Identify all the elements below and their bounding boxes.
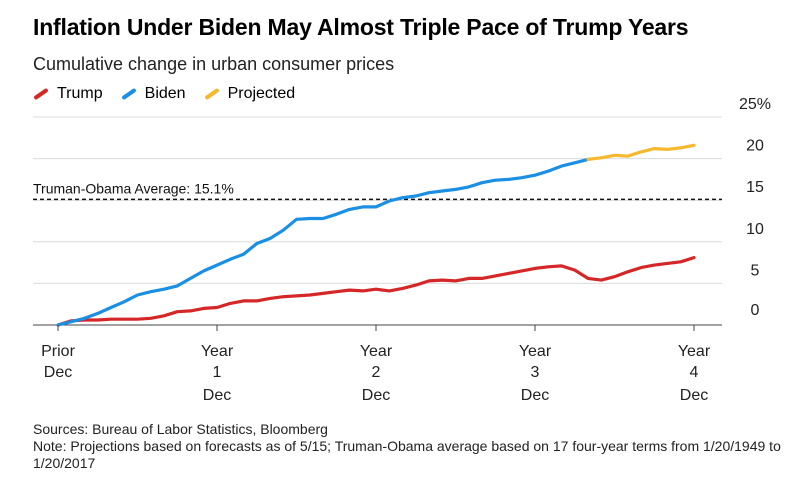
legend-item-projected: Projected (203, 85, 296, 103)
legend-item-trump: Trump (33, 85, 103, 103)
y-tick-label: 5 (751, 262, 760, 279)
legend-label-biden: Biden (144, 85, 186, 102)
series-group (56, 143, 696, 327)
y-tick-label: 10 (746, 221, 764, 238)
x-tick-label: 4 (690, 364, 699, 381)
legend-label-projected: Projected (227, 85, 296, 102)
x-tick-label: Prior (41, 343, 75, 360)
chart-subtitle: Cumulative change in urban consumer pric… (33, 54, 395, 74)
note-text: Note: Projections based on forecasts as … (33, 438, 781, 471)
legend-label-trump: Trump (57, 85, 103, 102)
legend: Trump Biden Projected (33, 85, 313, 103)
grid (33, 116, 722, 326)
legend-item-biden: Biden (120, 85, 186, 103)
x-tick-label: Year (201, 343, 234, 360)
x-tick-label: 3 (531, 364, 540, 381)
y-tick-label: 20 (746, 138, 764, 155)
series-line-projected (586, 143, 696, 161)
x-tick-label: Dec (203, 387, 231, 404)
x-tick-label: Dec (362, 387, 390, 404)
chart-title: Inflation Under Biden May Almost Triple … (33, 14, 689, 40)
reference-line-group: Truman-Obama Average: 15.1% (33, 180, 722, 201)
x-tick-label: Year (678, 343, 711, 360)
x-tick-label: Year (360, 343, 393, 360)
x-tick-label: 2 (372, 364, 381, 381)
footer: Sources: Bureau of Labor Statistics, Blo… (33, 421, 783, 472)
x-tick-label: 1 (213, 364, 222, 381)
x-tick-label: Dec (521, 387, 549, 404)
reference-line-label: Truman-Obama Average: 15.1% (33, 180, 234, 196)
sources-text: Sources: Bureau of Labor Statistics, Blo… (33, 421, 328, 437)
x-axis-ticks: Prior Dec Year 1 Dec Year 2 Dec Year 3 Dec Year 4 Dec (41, 325, 711, 404)
x-tick-label: Year (519, 343, 552, 360)
x-tick-label: Dec (680, 387, 708, 404)
y-tick-label: 0 (751, 302, 760, 319)
x-tick-label: Dec (44, 364, 72, 381)
y-tick-label: 25% (739, 96, 771, 113)
y-tick-label: 15 (746, 179, 764, 196)
series-line-trump (56, 256, 696, 327)
y-axis-ticks: 0 5 10 15 20 25% (739, 96, 771, 319)
series-line-biden (56, 157, 590, 327)
